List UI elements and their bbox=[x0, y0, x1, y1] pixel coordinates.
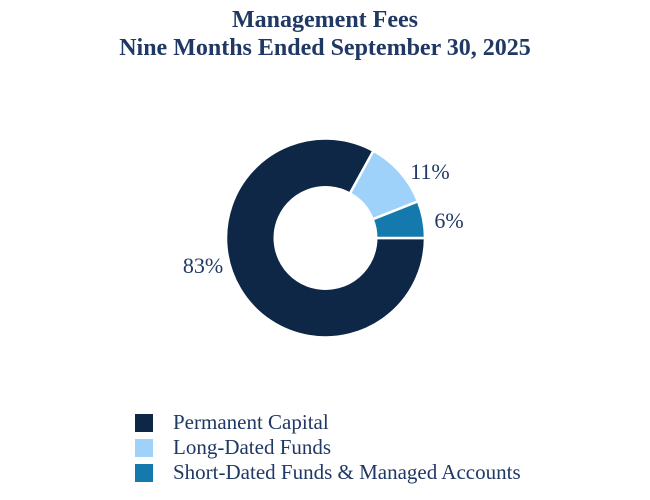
legend-swatch-permanent-capital-icon bbox=[135, 413, 153, 432]
slice-label-permanent-capital: 83% bbox=[182, 253, 224, 278]
legend-item-short-dated-funds-managed-accounts: Short-Dated Funds & Managed Accounts bbox=[135, 460, 521, 485]
legend-swatch-short-dated-funds-managed-accounts-icon bbox=[135, 463, 153, 482]
legend-label: Permanent Capital bbox=[173, 410, 329, 434]
chart-title-line1: Management Fees bbox=[232, 7, 418, 33]
legend: Permanent Capital Long-Dated Funds Short… bbox=[135, 410, 521, 485]
legend-label: Short-Dated Funds & Managed Accounts bbox=[173, 460, 521, 484]
pie-slice-permanent-capital bbox=[224, 137, 427, 339]
legend-item-long-dated-funds: Long-Dated Funds bbox=[135, 435, 521, 460]
legend-item-permanent-capital: Permanent Capital bbox=[135, 410, 521, 435]
legend-swatch-long-dated-funds-icon bbox=[135, 438, 153, 457]
pie-slice-short-dated-funds-managed-accounts bbox=[371, 200, 427, 240]
legend-label: Long-Dated Funds bbox=[173, 435, 332, 459]
slice-label-short-dated-funds-managed-accounts: 6% bbox=[434, 208, 464, 233]
chart-title-line2: Nine Months Ended September 30, 2025 bbox=[119, 35, 531, 61]
slice-label-long-dated-funds: 11% bbox=[410, 159, 450, 184]
chart-title: Management Fees Nine Months Ended Septem… bbox=[0, 6, 650, 62]
